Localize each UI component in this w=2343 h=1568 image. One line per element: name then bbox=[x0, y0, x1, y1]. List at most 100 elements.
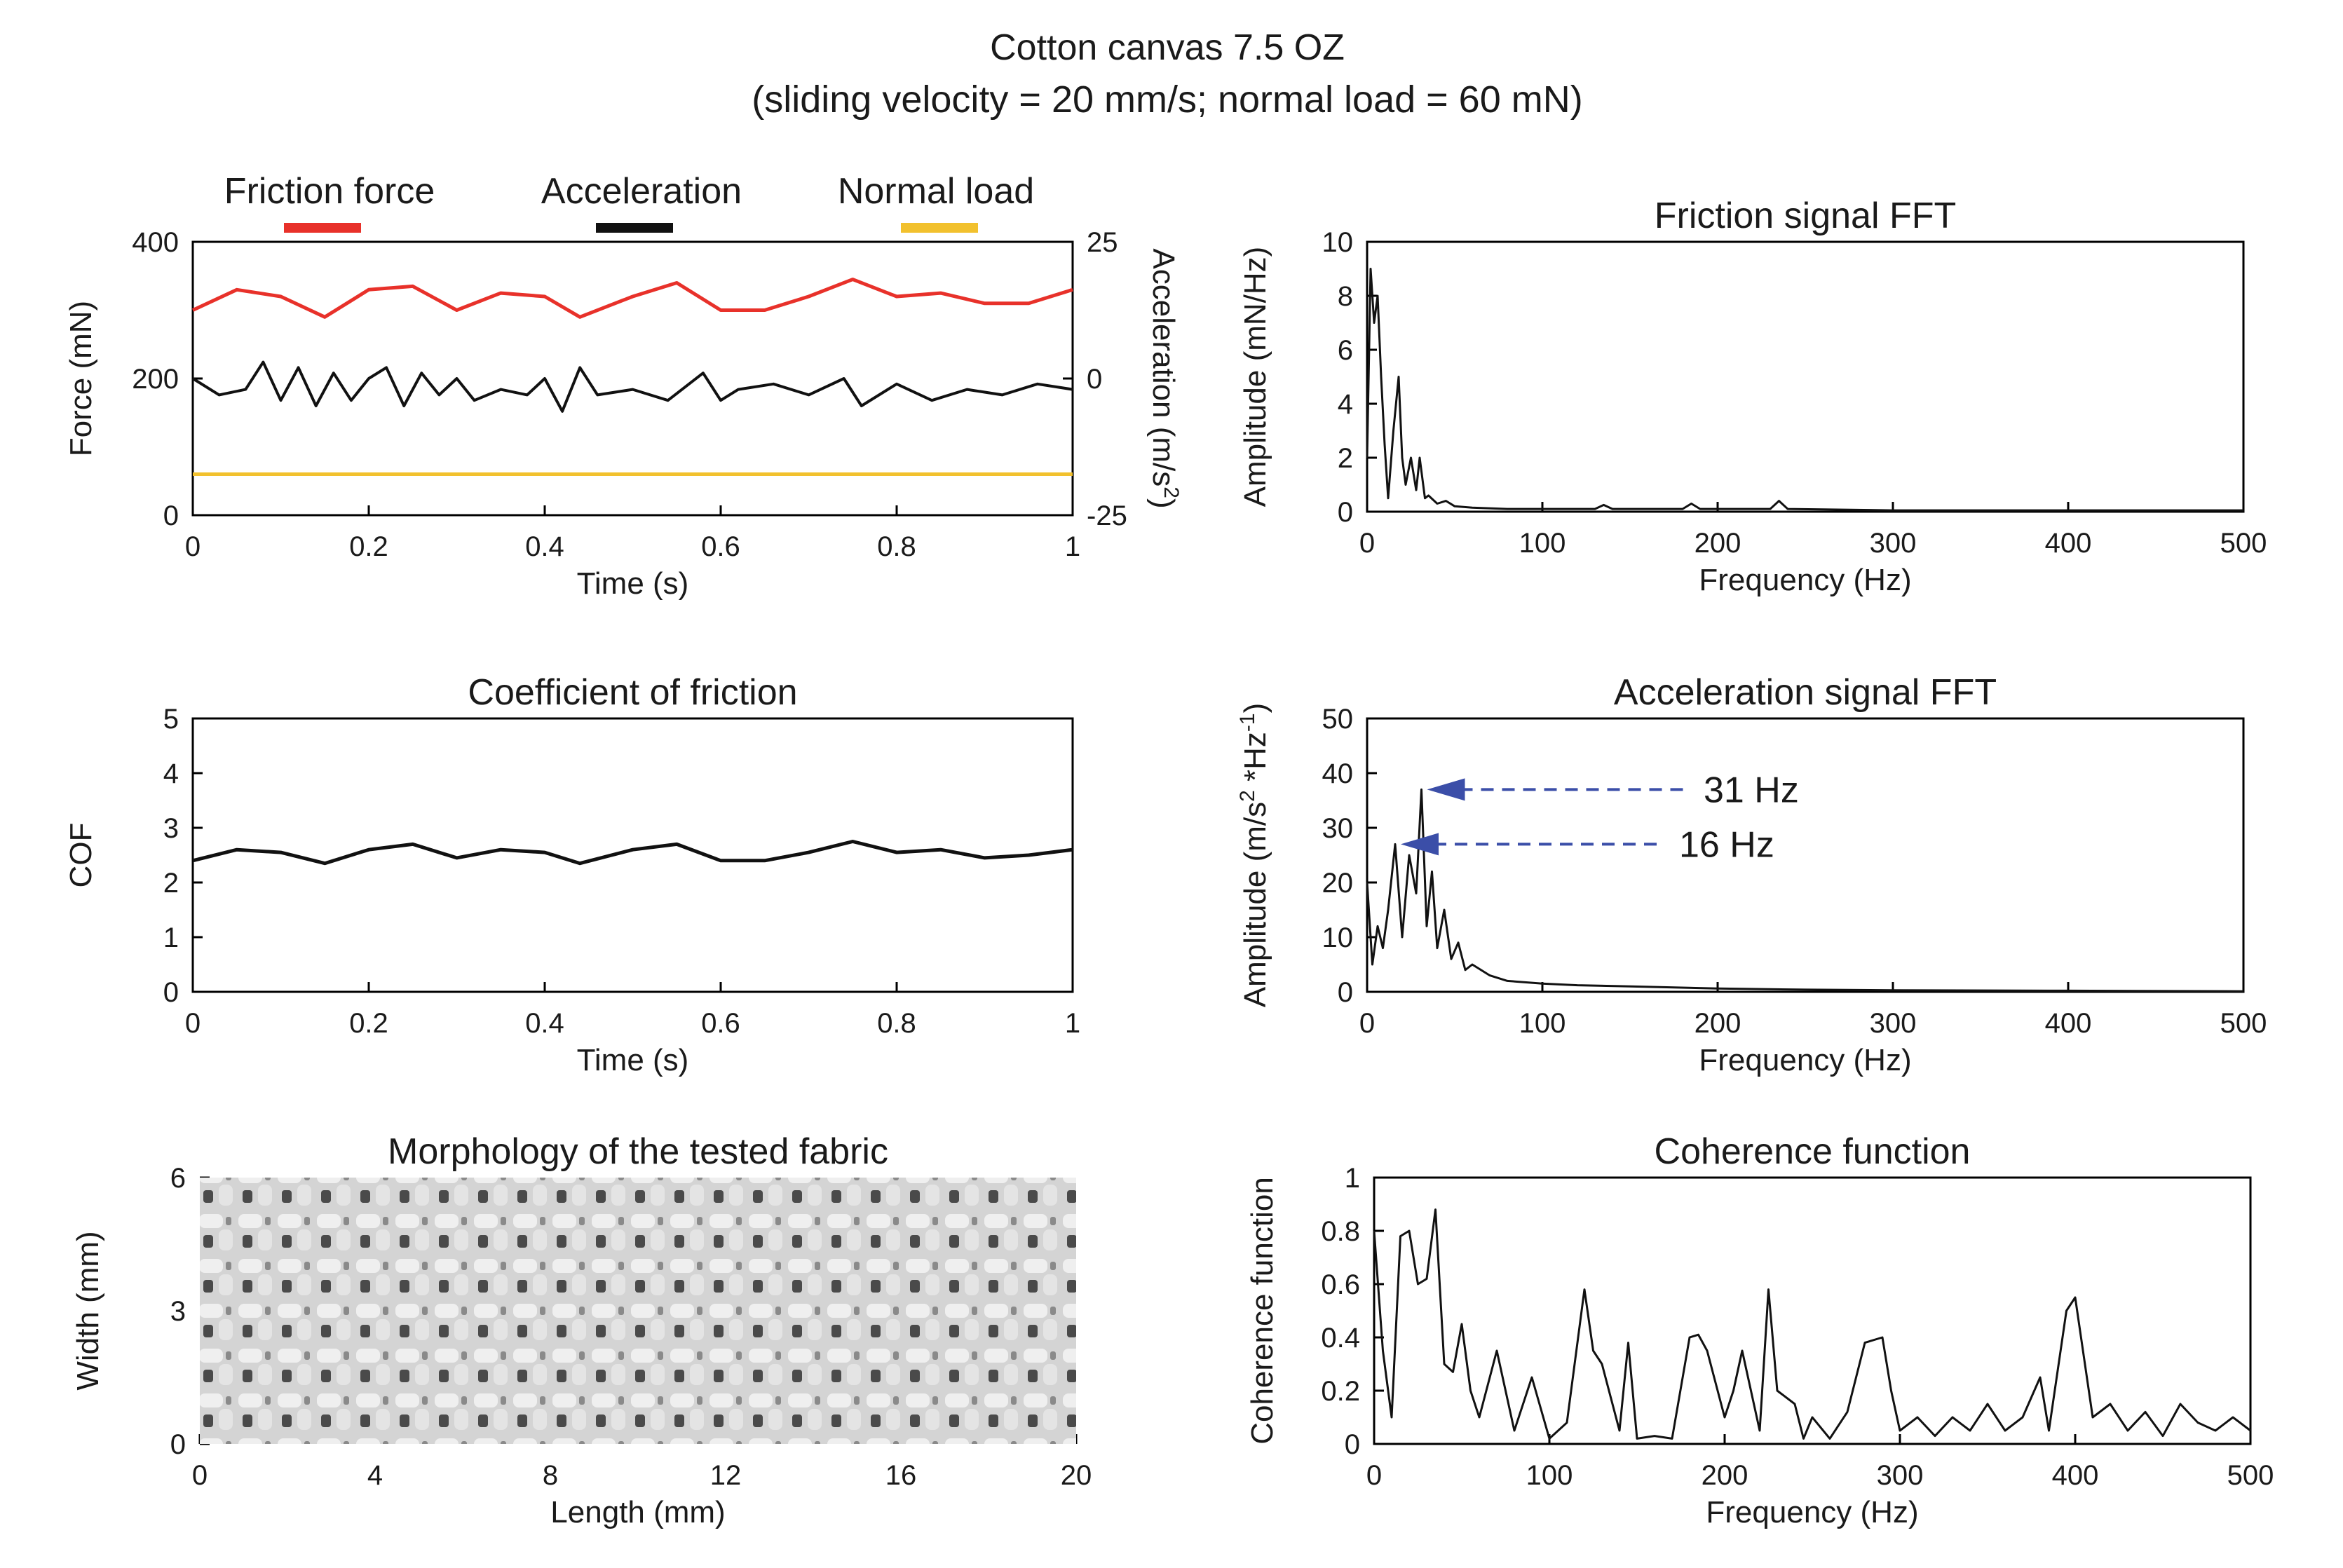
y-tick-label: 4 bbox=[1338, 389, 1353, 420]
y-tick-label: 2 bbox=[163, 868, 179, 899]
x-tick-label: 400 bbox=[2052, 1460, 2099, 1491]
y-tick-label: 20 bbox=[1322, 868, 1354, 899]
plot-frame bbox=[1366, 240, 2245, 513]
y-axis-label-sup: 2 bbox=[1236, 790, 1259, 802]
coherence-line bbox=[1373, 1208, 2251, 1440]
y-axis-label-text: Amplitude (m/s bbox=[1238, 802, 1272, 1007]
x-axis-label: Time (s) bbox=[577, 1043, 689, 1077]
y-tick-label: 0 bbox=[163, 500, 179, 531]
y-tick-label: 30 bbox=[1322, 813, 1354, 844]
x-tick-label: 1 bbox=[1065, 531, 1080, 562]
panel-morphology: 0 4 8 12 16 20 0 3 6 Length (mm) Width (mm) Morphol… bbox=[71, 1131, 1092, 1529]
y-tick-label: 0.8 bbox=[1321, 1216, 1360, 1247]
x-tick-label: 0.4 bbox=[525, 1008, 564, 1039]
y-tick-label: 0 bbox=[170, 1429, 186, 1460]
legend: Friction force Acceleration Normal load bbox=[224, 171, 1034, 233]
y-tick-label: 40 bbox=[1322, 758, 1354, 789]
plot-frame bbox=[191, 717, 1074, 993]
y2-axis-label-close: ) bbox=[1146, 498, 1181, 509]
y-tick-label: 0 bbox=[163, 977, 179, 1008]
y-tick-label: 10 bbox=[1322, 922, 1354, 953]
y-tick-label: 0.4 bbox=[1321, 1323, 1360, 1354]
y-tick-label: 6 bbox=[1338, 335, 1353, 366]
x-axis-label: Length (mm) bbox=[550, 1495, 725, 1529]
x-tick-label: 0 bbox=[185, 1008, 201, 1039]
y-axis-label: Coherence function bbox=[1245, 1177, 1279, 1445]
fabric-image bbox=[200, 1178, 1076, 1444]
y-axis-label: Force (mN) bbox=[64, 301, 98, 456]
y-axis-label-sup: -1 bbox=[1236, 713, 1259, 732]
x-tick-label: 500 bbox=[2227, 1460, 2274, 1491]
y-tick-label: 3 bbox=[170, 1296, 186, 1327]
x-tick-label: 0 bbox=[1359, 1008, 1375, 1039]
y-tick-label: 3 bbox=[163, 813, 179, 844]
figure-title: Cotton canvas 7.5 OZ bbox=[990, 27, 1345, 68]
x-tick-label: 400 bbox=[2045, 1008, 2092, 1039]
panel-title: Friction signal FFT bbox=[1655, 196, 1957, 236]
x-axis-label: Time (s) bbox=[577, 566, 689, 601]
y-tick-label: 8 bbox=[1338, 281, 1353, 312]
legend-label-normal-load: Normal load bbox=[838, 171, 1034, 212]
legend-label-acceleration: Acceleration bbox=[541, 171, 742, 212]
y-tick-label: 2 bbox=[1338, 443, 1353, 474]
panel-acceleration-fft: 0 100 200 300 400 500 0 10 20 30 40 50 Frequency (Hz… bbox=[1236, 672, 2267, 1077]
x-tick-label: 200 bbox=[1695, 1008, 1741, 1039]
y2-axis-label: Acceleration (m/s2) bbox=[1146, 248, 1183, 508]
panel-title: Morphology of the tested fabric bbox=[388, 1131, 888, 1172]
y-tick-label: 1 bbox=[163, 922, 179, 953]
y-tick-label: 50 bbox=[1322, 704, 1354, 735]
x-tick-label: 0.8 bbox=[877, 531, 916, 562]
y-axis-label-close: ) bbox=[1238, 703, 1272, 714]
y-axis-label: Amplitude (mN/Hz) bbox=[1238, 247, 1272, 507]
x-tick-label: 0.4 bbox=[525, 531, 564, 562]
x-tick-label: 1 bbox=[1065, 1008, 1080, 1039]
x-tick-label: 500 bbox=[2220, 1008, 2267, 1039]
plot-frame bbox=[1366, 717, 2245, 993]
y2-tick-label: 25 bbox=[1087, 227, 1118, 258]
x-tick-label: 0.2 bbox=[349, 1008, 388, 1039]
x-tick-label: 300 bbox=[1877, 1460, 1924, 1491]
annotation-arrowhead bbox=[1401, 833, 1439, 856]
panel-title: Acceleration signal FFT bbox=[1614, 672, 1997, 713]
panel-friction-fft: 0 100 200 300 400 500 0 2 4 6 8 10 Frequency (Hz) Amp… bbox=[1238, 196, 2267, 597]
y-axis-label-mid: *Hz bbox=[1238, 732, 1272, 790]
x-tick-label: 4 bbox=[367, 1460, 383, 1491]
x-axis-label: Frequency (Hz) bbox=[1706, 1495, 1918, 1529]
plot-frame bbox=[1373, 1176, 2252, 1445]
x-tick-label: 100 bbox=[1519, 528, 1566, 559]
y2-axis-label-text: Acceleration (m/s bbox=[1146, 248, 1181, 486]
x-tick-label: 0 bbox=[1359, 528, 1375, 559]
y2-tick-label: 0 bbox=[1087, 364, 1102, 395]
y-axis-label: COF bbox=[64, 823, 98, 888]
x-axis-label: Frequency (Hz) bbox=[1699, 563, 1911, 597]
x-tick-label: 300 bbox=[1870, 1008, 1917, 1039]
x-tick-label: 200 bbox=[1702, 1460, 1748, 1491]
x-tick-label: 500 bbox=[2220, 528, 2267, 559]
y-tick-label: 0 bbox=[1345, 1429, 1360, 1460]
y2-tick-label: -25 bbox=[1087, 500, 1127, 531]
y-tick-label: 200 bbox=[132, 364, 179, 395]
x-tick-label: 16 bbox=[885, 1460, 917, 1491]
y-tick-label: 400 bbox=[132, 227, 179, 258]
y-axis-label: Width (mm) bbox=[71, 1231, 105, 1390]
acceleration-line bbox=[191, 360, 1073, 413]
x-tick-label: 100 bbox=[1526, 1460, 1573, 1491]
annotation-arrowhead bbox=[1427, 778, 1465, 801]
y-tick-label: 0.6 bbox=[1321, 1269, 1360, 1300]
panel-coherence: 0 100 200 300 400 500 0 0.2 0.4 0.6 0.8 1 Frequency … bbox=[1245, 1131, 2274, 1529]
figure-subtitle: (sliding velocity = 20 mm/s; normal load… bbox=[752, 79, 1582, 121]
acceleration-fft-line bbox=[1366, 788, 2244, 993]
legend-label-friction: Friction force bbox=[224, 171, 435, 212]
panel-title: Coherence function bbox=[1655, 1131, 1971, 1172]
x-tick-label: 100 bbox=[1519, 1008, 1566, 1039]
x-tick-label: 0.8 bbox=[877, 1008, 916, 1039]
panel-title: Coefficient of friction bbox=[468, 672, 797, 713]
y-axis-label: Amplitude (m/s2 *Hz-1) bbox=[1236, 703, 1272, 1008]
y-tick-label: 6 bbox=[170, 1163, 186, 1194]
x-tick-label: 8 bbox=[543, 1460, 558, 1491]
y-tick-label: 1 bbox=[1345, 1163, 1360, 1194]
y-tick-label: 0.2 bbox=[1321, 1376, 1360, 1407]
x-tick-label: 0.2 bbox=[349, 531, 388, 562]
x-tick-label: 0.6 bbox=[701, 1008, 740, 1039]
x-tick-label: 300 bbox=[1870, 528, 1917, 559]
